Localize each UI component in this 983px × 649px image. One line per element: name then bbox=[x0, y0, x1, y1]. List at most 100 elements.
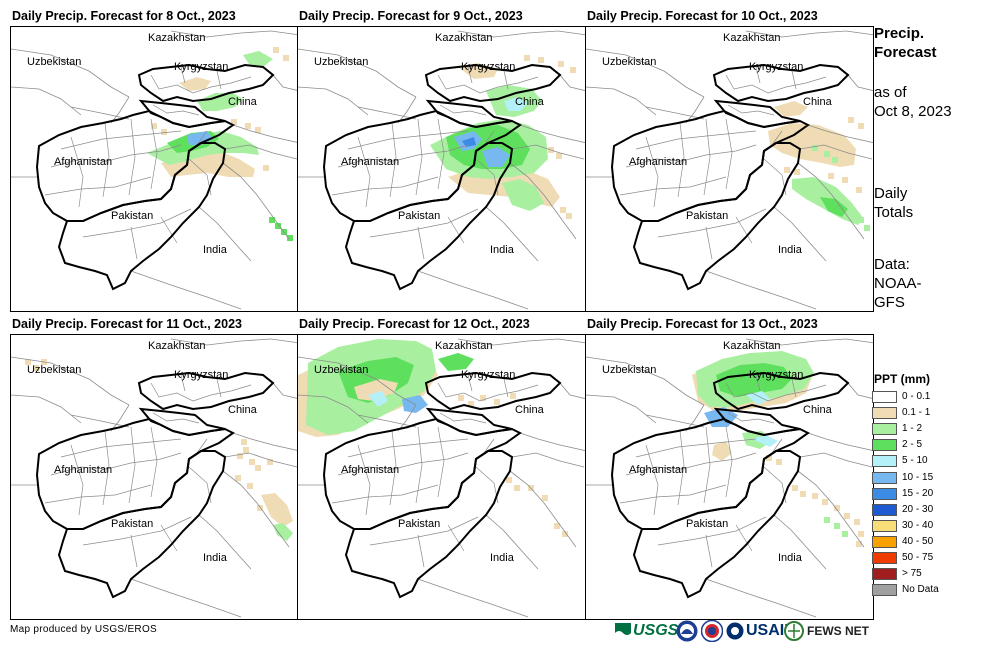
country-label-afghanistan: Afghanistan bbox=[54, 156, 113, 168]
precip-cell bbox=[864, 225, 870, 231]
country-boundary bbox=[773, 514, 827, 570]
fewsnet-logo: FEWS NET bbox=[784, 619, 869, 643]
country-label-india: India bbox=[203, 552, 227, 564]
country-boundary bbox=[272, 74, 298, 91]
admin-boundary bbox=[437, 118, 445, 190]
legend-swatch bbox=[872, 535, 897, 548]
admin-boundary bbox=[369, 516, 479, 546]
country-label-kazakhstan: Kazakhstan bbox=[723, 32, 781, 44]
precip-cell bbox=[570, 67, 576, 73]
country-boundary bbox=[705, 578, 817, 618]
legend-label: > 75 bbox=[902, 568, 922, 580]
country-boundary bbox=[586, 394, 657, 424]
pakistan-outline bbox=[632, 450, 802, 599]
forecast-panel-5: Daily Precip. Forecast for 12 Oct., 2023… bbox=[297, 316, 586, 622]
country-boundary bbox=[222, 162, 290, 240]
precip-cell bbox=[249, 459, 255, 465]
country-label-china: China bbox=[228, 404, 257, 416]
precip-cell bbox=[255, 127, 261, 133]
precip-cell bbox=[506, 477, 512, 483]
admin-boundary bbox=[417, 534, 425, 568]
admin-boundary bbox=[727, 104, 775, 116]
country-boundary bbox=[298, 356, 417, 406]
data-source: Data: NOAA- GFS bbox=[874, 255, 922, 312]
map-canvas bbox=[11, 338, 298, 618]
pakistan-outline bbox=[344, 450, 514, 599]
country-boundary bbox=[224, 452, 298, 468]
admin-boundary bbox=[44, 176, 152, 196]
precip-cell bbox=[33, 365, 39, 371]
admin-boundary bbox=[102, 430, 110, 506]
admin-boundary bbox=[150, 118, 158, 190]
admin-boundary bbox=[415, 118, 423, 196]
country-label-uzbekistan: Uzbekistan bbox=[27, 364, 82, 376]
precip-cell bbox=[267, 459, 273, 465]
admin-boundary bbox=[475, 466, 499, 504]
precip-cell bbox=[856, 187, 862, 193]
noaa-logo bbox=[676, 619, 698, 643]
country-label-afghanistan: Afghanistan bbox=[341, 464, 400, 476]
precip-cell bbox=[275, 223, 281, 229]
admin-boundary bbox=[791, 378, 797, 398]
admin-boundary bbox=[771, 438, 783, 454]
country-boundary bbox=[559, 74, 585, 91]
admin-boundary bbox=[337, 452, 469, 476]
admin-boundary bbox=[331, 176, 439, 196]
country-boundary bbox=[224, 144, 298, 160]
admin-boundary bbox=[439, 412, 487, 424]
admin-boundary bbox=[703, 426, 711, 504]
usgs-wave-icon bbox=[615, 623, 631, 639]
admin-boundary bbox=[150, 74, 252, 94]
admin-boundary bbox=[44, 484, 152, 504]
country-label-uzbekistan: Uzbekistan bbox=[314, 364, 369, 376]
country-label-uzbekistan: Uzbekistan bbox=[602, 364, 657, 376]
admin-boundary bbox=[447, 524, 465, 552]
country-label-china: China bbox=[803, 96, 832, 108]
map-canvas bbox=[586, 30, 873, 310]
legend-swatch bbox=[872, 455, 897, 468]
country-label-china: China bbox=[515, 404, 544, 416]
precip-area bbox=[462, 137, 476, 147]
admin-boundary bbox=[50, 144, 182, 168]
country-label-pakistan: Pakistan bbox=[111, 210, 154, 222]
legend-label: No Data bbox=[902, 584, 939, 596]
country-boundary bbox=[11, 48, 130, 98]
country-boundary bbox=[272, 382, 298, 399]
admin-boundary bbox=[645, 444, 659, 516]
admin-boundary bbox=[437, 382, 539, 402]
map-canvas bbox=[298, 30, 585, 310]
admin-boundary bbox=[389, 122, 397, 198]
tajikistan-outline bbox=[138, 99, 226, 129]
admin-boundary bbox=[467, 66, 473, 84]
admin-boundary bbox=[705, 226, 713, 260]
admin-boundary bbox=[727, 412, 775, 424]
precip-cell bbox=[235, 475, 241, 481]
country-label-india: India bbox=[490, 244, 514, 256]
country-boundary bbox=[232, 124, 298, 143]
tajikistan-outline bbox=[713, 407, 801, 437]
precip-cell bbox=[562, 531, 568, 537]
country-boundary bbox=[298, 86, 369, 116]
country-boundary bbox=[357, 106, 417, 120]
panel-title: Daily Precip. Forecast for 13 Oct., 2023 bbox=[587, 317, 818, 331]
admin-boundary bbox=[357, 444, 371, 516]
precip-cell bbox=[524, 55, 530, 61]
admin-boundary bbox=[180, 374, 186, 392]
precip-cell bbox=[273, 47, 279, 53]
country-label-pakistan: Pakistan bbox=[686, 518, 729, 530]
admin-boundary bbox=[389, 430, 397, 506]
side-title-line1: Precip. bbox=[874, 25, 925, 42]
legend-label: 5 - 10 bbox=[902, 455, 928, 467]
side-title: Precip. Forecast bbox=[874, 24, 937, 62]
country-label-pakistan: Pakistan bbox=[111, 518, 154, 530]
country-label-kazakhstan: Kazakhstan bbox=[148, 340, 206, 352]
admin-boundary bbox=[337, 144, 469, 168]
precip-area bbox=[746, 391, 770, 405]
admin-boundary bbox=[152, 104, 200, 116]
precip-cell bbox=[848, 117, 854, 123]
admin-boundary bbox=[50, 452, 182, 476]
admin-boundary bbox=[725, 382, 827, 402]
admin-boundary bbox=[645, 136, 659, 208]
kyrgyzstan-outline bbox=[424, 63, 562, 103]
admin-boundary bbox=[70, 136, 84, 208]
